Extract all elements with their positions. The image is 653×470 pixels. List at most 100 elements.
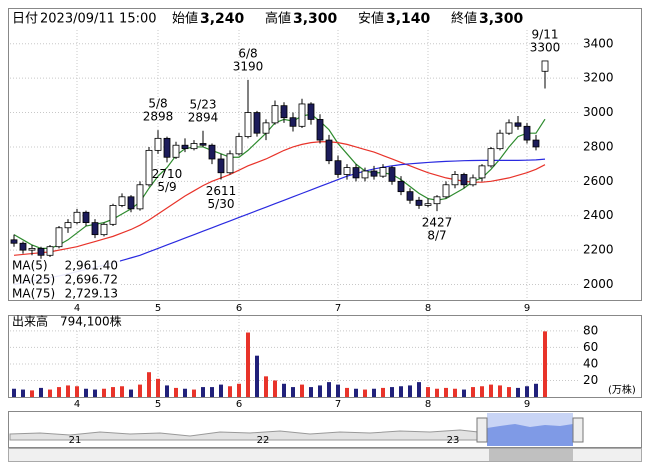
volume-bar <box>372 388 376 397</box>
legend-box <box>10 259 120 300</box>
candle-body <box>433 196 441 205</box>
header-background <box>10 10 640 29</box>
candle-body <box>298 103 306 127</box>
annotation-value: 2611 <box>206 184 237 198</box>
volume-bar <box>345 387 349 397</box>
candle-body <box>406 191 414 201</box>
candle-body <box>361 170 369 179</box>
candle-body <box>442 184 450 198</box>
volume-bar <box>489 384 493 397</box>
volume-bar <box>291 387 295 397</box>
annotation-value: 2894 <box>188 110 219 124</box>
candle-body <box>262 122 270 134</box>
volume-bar <box>237 383 241 397</box>
navigator-range-area <box>487 424 573 446</box>
volume-bar <box>399 386 403 397</box>
price-panel <box>8 8 642 301</box>
volume-bar <box>390 387 394 397</box>
annotation-value: 3300 <box>530 40 561 54</box>
navigator-handle-right[interactable] <box>572 417 584 443</box>
candle-body <box>91 222 99 236</box>
candle-body <box>451 174 459 186</box>
candle-body <box>271 105 279 124</box>
volume-bar <box>543 331 547 397</box>
volume-bar <box>30 390 34 397</box>
volume-bar <box>66 385 70 397</box>
candle-body <box>235 136 243 155</box>
x-tick-label: 6 <box>236 399 242 410</box>
volume-bar <box>435 388 439 397</box>
candle-body <box>28 248 36 251</box>
volume-bar <box>111 387 115 397</box>
volume-last: 794,100株 <box>60 314 122 329</box>
annotation-date: 5/9 <box>157 180 176 194</box>
y-tick-label: 2800 <box>583 139 614 153</box>
candle-body <box>496 132 504 150</box>
scrollbar-thumb[interactable] <box>489 449 573 461</box>
volume-bar <box>525 386 529 397</box>
volume-bar <box>282 383 286 397</box>
volume-tick-label: 60 <box>583 340 598 354</box>
annotation-date: 6/8 <box>238 46 257 60</box>
candle-body <box>523 125 531 141</box>
candle-body <box>469 177 477 186</box>
annotation-value: 2898 <box>143 110 174 124</box>
volume-bar <box>246 332 250 397</box>
scrollbar[interactable] <box>8 448 642 462</box>
candle-body <box>154 137 162 151</box>
candle-body <box>190 143 198 150</box>
candle-body <box>460 174 468 186</box>
volume-tick-label: 20 <box>583 373 598 387</box>
header-label: 終値 <box>451 11 477 27</box>
volume-bar <box>93 389 97 397</box>
volume-bar <box>174 387 178 397</box>
candle-body <box>307 103 315 120</box>
header-label: 日付 <box>12 12 38 27</box>
candle-body <box>19 242 27 251</box>
y-tick-label: 2200 <box>583 243 614 257</box>
candle-body <box>289 117 297 127</box>
candle-body <box>55 227 63 248</box>
navigator-handle-left[interactable] <box>476 417 488 443</box>
candle-body <box>370 170 378 177</box>
volume-bar <box>426 387 430 397</box>
plot-layer: 日付 2023/09/11 15:00 始値 3,240 高値 3,300 安値 3,140 終… <box>10 10 640 446</box>
candle-body <box>253 112 261 134</box>
x-tick-label: 4 <box>74 399 80 410</box>
volume-bar <box>21 389 25 397</box>
volume-bar <box>318 385 322 397</box>
candle-body <box>316 119 324 141</box>
header-value: 3,240 <box>200 11 245 27</box>
annotation-value: 2427 <box>422 216 453 230</box>
volume-header-box <box>10 316 122 329</box>
volume-bar <box>84 388 88 397</box>
candle-body <box>208 144 216 160</box>
volume-bar <box>480 386 484 397</box>
navigator-label: 23 <box>447 435 460 446</box>
header-value: 3,140 <box>386 11 431 27</box>
header-value: 3,300 <box>293 11 338 27</box>
annotation-date: 9/11 <box>532 27 559 41</box>
candle-body <box>226 153 234 174</box>
volume-title: 出来高 <box>12 314 48 329</box>
y-tick-label: 3200 <box>583 71 614 85</box>
candle-body <box>343 167 351 175</box>
legend-name: MA(5) <box>12 259 48 273</box>
legend-value: 2,696.72 <box>65 273 118 287</box>
candle-body <box>64 222 72 229</box>
volume-bar <box>48 389 52 397</box>
candle-body <box>244 112 252 138</box>
legend-name: MA(25) <box>12 273 55 287</box>
x-tick-label: 5 <box>155 303 161 314</box>
volume-bar <box>462 389 466 397</box>
candle-body <box>46 246 54 256</box>
volume-bar <box>516 387 520 397</box>
volume-bar <box>354 388 358 397</box>
volume-bar <box>183 388 187 397</box>
volume-bar <box>210 387 214 397</box>
volume-tick-label: 80 <box>583 323 598 337</box>
volume-bar <box>534 383 538 397</box>
volume-bar <box>363 389 367 397</box>
candle-body <box>82 211 90 224</box>
